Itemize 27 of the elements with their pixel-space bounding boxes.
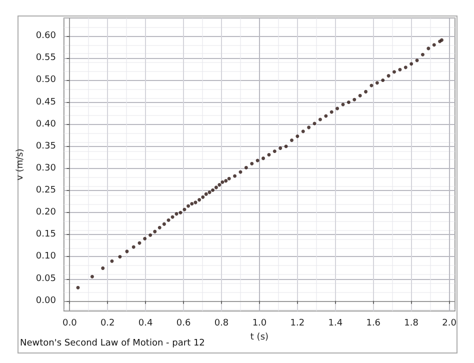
x-tick-label: 0.8 xyxy=(214,318,229,328)
y-tick-label: 0.50 xyxy=(36,75,56,86)
x-tick-label: 1.2 xyxy=(290,318,305,328)
x-axis-title: t (s) xyxy=(250,332,269,342)
x-tick-label: 0.6 xyxy=(176,318,191,328)
x-tick-label: 0.2 xyxy=(100,318,115,328)
x-tick-label: 2.0 xyxy=(442,318,457,328)
text: Newton's Second Law of Motion - part 12 xyxy=(20,338,205,348)
y-tick-label: 0.40 xyxy=(36,119,56,130)
y-tick-label: 0.05 xyxy=(36,274,56,284)
y-tick-label: 0.45 xyxy=(36,97,56,108)
y-tick-label: 0.10 xyxy=(36,252,56,262)
y-tick-label: 0.00 xyxy=(36,296,56,306)
y-tick-label: 0.20 xyxy=(36,208,56,218)
y-tick-label: 0.15 xyxy=(36,230,56,240)
x-tick-label: 1.8 xyxy=(404,318,419,328)
y-tick-label: 0.30 xyxy=(36,163,56,174)
x-tick-label: 1.4 xyxy=(328,318,343,328)
x-tick-label: 1.0 xyxy=(252,318,267,328)
y-tick-label: 0.35 xyxy=(36,141,56,152)
y-tick-label: 0.60 xyxy=(36,31,56,42)
x-tick-label: 1.6 xyxy=(366,318,381,328)
x-tick-label: 0.4 xyxy=(138,318,153,328)
y-tick-label: 0.25 xyxy=(36,186,56,196)
y-tick-label: 0.55 xyxy=(36,53,56,64)
y-axis-title: v (m/s) xyxy=(16,148,26,180)
x-tick-label: 0.0 xyxy=(62,318,78,328)
